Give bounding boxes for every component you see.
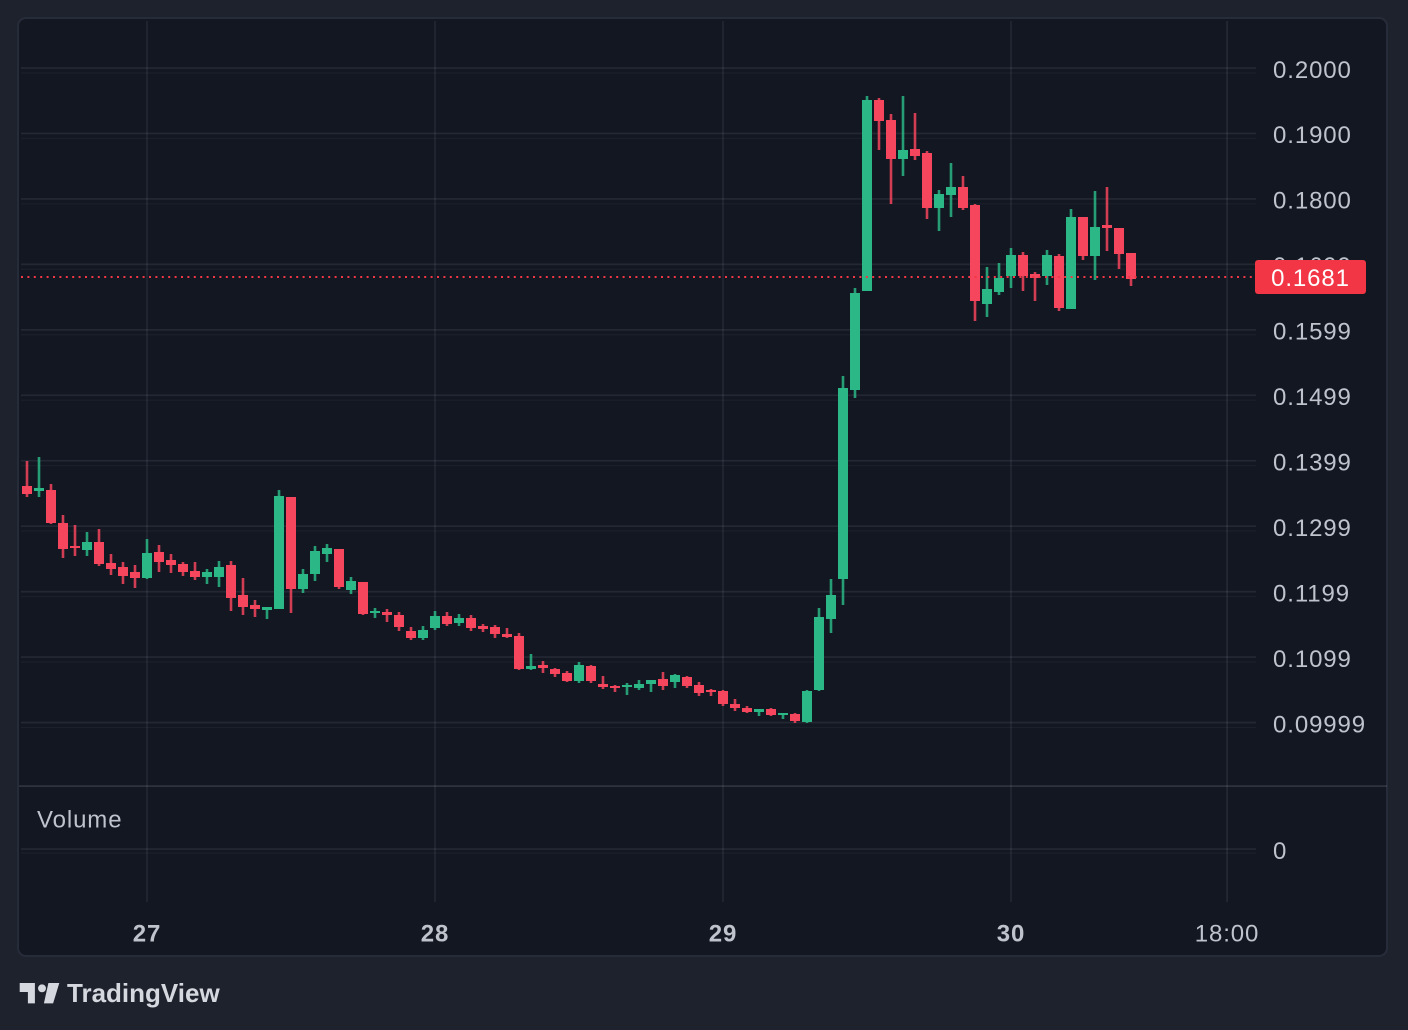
svg-text:27: 27 <box>133 921 162 948</box>
svg-text:0.2000: 0.2000 <box>1273 57 1352 84</box>
svg-text:30: 30 <box>997 921 1026 948</box>
svg-text:0.1099: 0.1099 <box>1273 646 1352 673</box>
svg-text:0.1800: 0.1800 <box>1273 188 1352 215</box>
svg-text:Volume: Volume <box>37 807 122 834</box>
svg-text:0.1399: 0.1399 <box>1273 450 1352 477</box>
svg-text:0.1199: 0.1199 <box>1273 580 1350 607</box>
svg-text:0.1299: 0.1299 <box>1273 515 1352 542</box>
svg-text:18:00: 18:00 <box>1195 921 1260 948</box>
svg-text:28: 28 <box>421 921 450 948</box>
svg-text:TradingView: TradingView <box>67 978 220 1008</box>
svg-text:0.1681: 0.1681 <box>1271 265 1350 292</box>
svg-text:0.1499: 0.1499 <box>1273 384 1352 411</box>
svg-text:0.1900: 0.1900 <box>1273 122 1352 149</box>
svg-text:0: 0 <box>1273 838 1287 865</box>
svg-text:0.1599: 0.1599 <box>1273 319 1352 346</box>
svg-text:29: 29 <box>709 921 738 948</box>
svg-text:0.09999: 0.09999 <box>1273 711 1366 738</box>
